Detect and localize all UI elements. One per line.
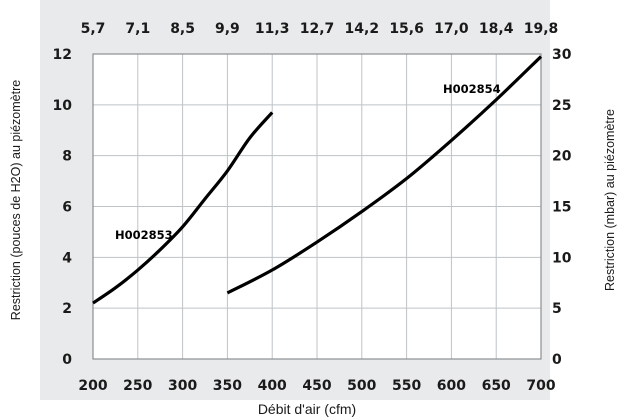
y-tick-label-right: 20: [552, 149, 572, 165]
y-tick-label-right: 25: [552, 98, 571, 114]
y-tick-label-right: 30: [552, 47, 572, 63]
x-tick-label-top: 8,5: [170, 21, 195, 37]
x-tick-label-top: 5,7: [81, 21, 106, 37]
series-label-h002853: H002853: [115, 228, 173, 242]
x-tick-label-top: 12,7: [300, 21, 335, 37]
x-tick-label: 600: [437, 378, 466, 394]
x-tick-label: 350: [213, 378, 242, 394]
y-tick-label-left: 10: [53, 98, 73, 114]
x-tick-label-top: 19,8: [524, 21, 559, 37]
series-line-h002854: [226, 55, 543, 295]
x-tick-label-top: 14,2: [345, 21, 380, 37]
series-line-h002853: [92, 111, 274, 305]
y-tick-label-right: 0: [552, 352, 562, 368]
series-label-h002854: H002854: [443, 82, 501, 96]
x-tick-label-top: 9,9: [215, 21, 240, 37]
x-tick-label: 450: [302, 378, 331, 394]
x-axis-title: Débit d'air (cfm): [258, 401, 356, 417]
x-tick-label-top: 7,1: [125, 21, 150, 37]
plot-border: [92, 53, 542, 360]
x-tick-label: 650: [482, 378, 511, 394]
x-tick-label: 400: [258, 378, 287, 394]
y-tick-label-left: 8: [62, 149, 72, 165]
x-tick-label-top: 15,6: [389, 21, 424, 37]
y-tick-label-right: 10: [552, 250, 572, 266]
y-tick-label-right: 15: [552, 200, 571, 216]
y-tick-label-left: 6: [62, 200, 72, 216]
x-tick-label-top: 17,0: [434, 21, 469, 37]
x-tick-label: 500: [347, 378, 376, 394]
y-tick-label-left: 0: [62, 352, 72, 368]
x-tick-label: 300: [168, 378, 197, 394]
x-tick-label-top: 11,3: [255, 21, 290, 37]
y-tick-label-left: 2: [62, 301, 72, 317]
x-tick-label: 250: [123, 378, 152, 394]
y-tick-label-right: 5: [552, 301, 562, 317]
series-lines: [92, 55, 543, 305]
x-tick-label: 200: [78, 378, 107, 394]
x-tick-label: 550: [392, 378, 421, 394]
x-tick-label: 700: [526, 378, 555, 394]
x-tick-label-top: 18,4: [479, 21, 514, 37]
y-tick-label-left: 4: [62, 250, 72, 266]
y-axis-title-left: Restriction (pouces de H2O) au piézomètr…: [9, 80, 23, 320]
y-axis-title-right: Restriction (mbar) au piézomètre: [603, 109, 617, 291]
y-tick-label-left: 12: [53, 47, 72, 63]
